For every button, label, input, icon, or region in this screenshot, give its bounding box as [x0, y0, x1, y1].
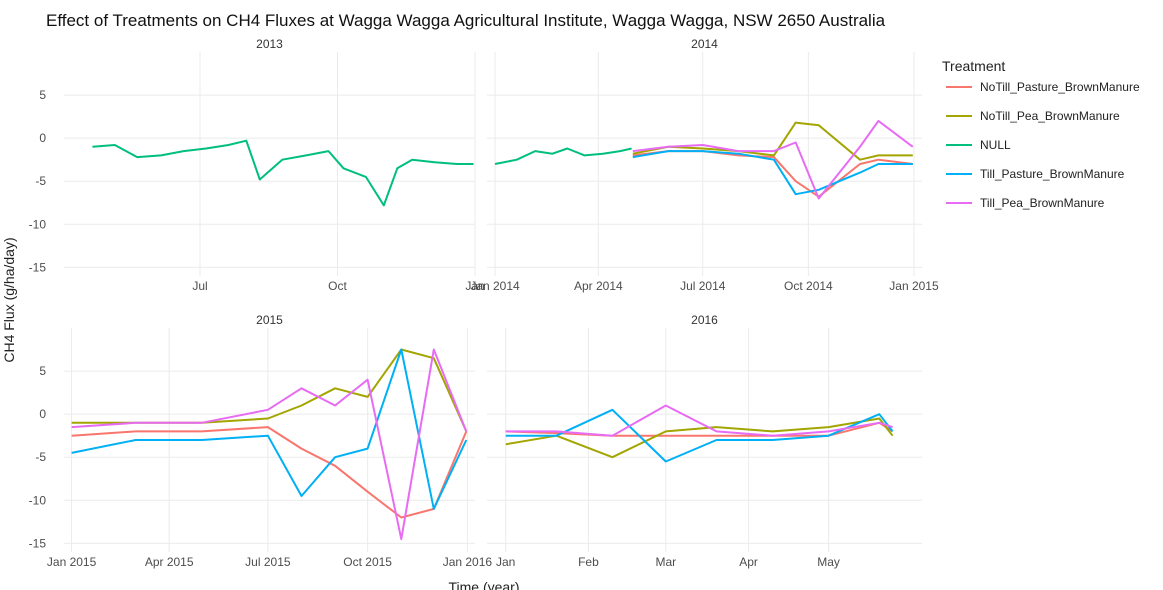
series-line-notill-pea-brownmanure[interactable]	[505, 417, 894, 459]
y-tick-label: 5	[39, 364, 46, 378]
facet-panel-2014: 2014 Jan 2014 Apr 2014 Jul 2014 Oct 2014 Jan …	[470, 37, 939, 293]
y-tick-label: -10	[29, 493, 47, 507]
facet-title: 2014	[691, 37, 718, 51]
x-tick-label: Jul	[192, 279, 207, 293]
y-tick-label: -5	[35, 174, 46, 188]
chart-title: Effect of Treatments on CH4 Fluxes at Wa…	[46, 11, 886, 30]
legend-label-till-pea-brownmanure: Till_Pea_BrownManure	[980, 196, 1105, 210]
facet-title: 2013	[256, 37, 283, 51]
x-axis-title: Time (year)	[448, 579, 519, 590]
x-tick-label: Apr 2014	[574, 279, 623, 293]
x-tick-label: Jan	[496, 555, 515, 569]
series-line-till-pasture-brownmanure[interactable]	[505, 408, 894, 463]
series-line-notill-pea-brownmanure[interactable]	[71, 348, 468, 432]
x-tick-label: May	[817, 555, 840, 569]
legend: NoTill_Pasture_BrownManure NoTill_Pea_Bro…	[946, 80, 1140, 210]
facet-panel-2013: 2013 5 0 -5 -10 -15 Jul Oct Jan	[29, 37, 485, 293]
legend-label-notill-pea-brownmanure: NoTill_Pea_BrownManure	[980, 109, 1120, 123]
y-tick-label: 5	[39, 88, 46, 102]
legend-title: Treatment	[942, 58, 1005, 74]
series-line-null[interactable]	[92, 139, 474, 207]
y-tick-label: 0	[39, 131, 46, 145]
series-line-null[interactable]	[494, 147, 632, 165]
legend-label-notill-pasture-brownmanure: NoTill_Pasture_BrownManure	[980, 80, 1140, 94]
facet-title: 2016	[691, 313, 718, 327]
series-line-till-pasture-brownmanure[interactable]	[632, 150, 913, 196]
series-line-notill-pea-brownmanure[interactable]	[632, 121, 913, 161]
y-axis-title: CH4 Flux (g/ha/day)	[1, 237, 17, 362]
x-tick-label: Jul 2014	[680, 279, 726, 293]
x-tick-label: Oct 2014	[784, 279, 833, 293]
facet-panels: 2013 5 0 -5 -10 -15 Jul Oct Jan 2014 Jan 2014 Apr 2…	[29, 37, 939, 569]
series-line-notill-pasture-brownmanure[interactable]	[71, 426, 468, 519]
x-tick-label: Jan 2014	[470, 279, 520, 293]
series-line-till-pea-brownmanure[interactable]	[505, 404, 893, 437]
y-tick-label: -10	[29, 217, 47, 231]
y-tick-label: 0	[39, 407, 46, 421]
x-tick-label: Jan 2016	[443, 555, 493, 569]
x-tick-label: Mar	[655, 555, 676, 569]
x-tick-label: Apr	[739, 555, 758, 569]
facet-panel-2016: 2016 Jan Feb Mar Apr May	[487, 313, 922, 569]
x-tick-label: Feb	[578, 555, 599, 569]
x-tick-label: Jul 2015	[245, 555, 291, 569]
series-line-till-pea-brownmanure[interactable]	[632, 119, 914, 200]
legend-label-till-pasture-brownmanure: Till_Pasture_BrownManure	[980, 167, 1125, 181]
series-line-till-pea-brownmanure[interactable]	[71, 348, 468, 541]
x-tick-label: Jan 2015	[47, 555, 97, 569]
x-tick-label: Jan	[465, 279, 484, 293]
y-tick-label: -15	[29, 260, 47, 274]
y-tick-label: -5	[35, 450, 46, 464]
x-tick-label: Jan 2015	[889, 279, 939, 293]
series-line-notill-pasture-brownmanure[interactable]	[505, 421, 894, 437]
facet-title: 2015	[256, 313, 283, 327]
series-line-till-pasture-brownmanure[interactable]	[71, 348, 468, 510]
x-tick-label: Oct	[328, 279, 347, 293]
x-tick-label: Apr 2015	[145, 555, 194, 569]
y-tick-label: -15	[29, 536, 47, 550]
legend-label-null: NULL	[980, 138, 1011, 152]
x-tick-label: Oct 2015	[343, 555, 392, 569]
